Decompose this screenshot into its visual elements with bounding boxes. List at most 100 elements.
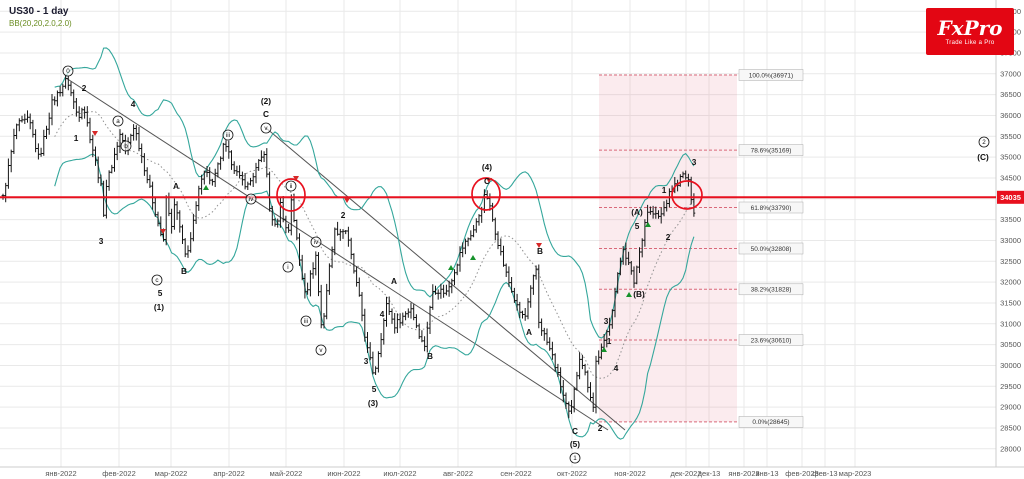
wave-labels: 021ab43ABc5(1)iiiiv(2)Cviiiiiiivv2345(3)… [62,65,990,464]
wave-label: B [427,351,433,361]
wave-label: 3 [99,236,104,246]
wave-label: v [319,347,323,354]
wave-label: 3 [364,356,369,366]
wave-label: (3) [368,398,378,408]
sell-signal-arrow-icon [486,178,492,183]
time-tick: май-2022 [270,469,303,478]
wave-label: 5 [635,221,640,231]
wave-label: (C) [977,152,989,162]
wave-label: 1 [74,133,79,143]
resistance-price-label: 34035 [1000,193,1021,202]
time-tick: янв-13 [755,469,778,478]
wave-label: C [484,176,490,186]
price-tick: 30500 [1000,340,1021,349]
buy-signal-arrow-icon [470,255,476,260]
price-axis: 3850038000375003700036500360003550035000… [1000,7,1021,453]
fib-label-box [738,144,804,156]
wave-label: A [173,181,179,191]
price-tick: 32500 [1000,257,1021,266]
bb-middle-band [54,111,695,379]
wave-label: (4) [482,162,492,172]
time-tick: фев-2023 [785,469,819,478]
price-tick: 36500 [1000,90,1021,99]
time-tick: мар-2023 [839,469,872,478]
wave-label-circle [310,236,322,248]
time-tick: янв-2023 [728,469,759,478]
wave-label-circle [282,261,294,273]
wave-label-circle [245,193,257,205]
price-tick: 34500 [1000,174,1021,183]
buy-signal-arrow-icon [626,292,632,297]
fib-label: 23.6%(30610) [751,337,792,344]
wave-label-circle [120,140,132,152]
buy-signal-arrow-icon [203,185,209,190]
bollinger-layer [54,47,695,440]
price-tick: 33500 [1000,215,1021,224]
time-tick: июл-2022 [383,469,416,478]
wave-label-circle [62,65,74,77]
fib-label: 0.0%(28645) [752,419,789,426]
wave-label: 5 [158,288,163,298]
price-tick: 36000 [1000,111,1021,120]
price-tick: 33000 [1000,236,1021,245]
trendline [265,127,626,431]
price-tick: 37000 [1000,69,1021,78]
price-tick: 35000 [1000,153,1021,162]
time-tick: янв-2022 [45,469,76,478]
wave-label-circle [112,115,124,127]
fib-label-box [738,242,804,255]
resistance-line: 34035 [0,190,1024,204]
resistance-touch-circle [671,180,703,210]
time-tick: апр-2022 [213,469,245,478]
wave-label-circle [260,122,272,134]
time-tick: фев-13 [812,469,837,478]
fib-label-box [738,334,804,346]
wave-label: 3 [692,157,697,167]
bb-upper-band [54,47,695,339]
wave-label: iv [314,239,319,246]
grid-layer [0,0,1024,468]
sell-signal-arrow-icon [92,131,98,136]
time-tick: фев-2022 [102,469,136,478]
fib-label: 38.2%(31828) [751,287,792,294]
price-tick: 31000 [1000,319,1021,328]
wave-label: (B) [633,289,645,299]
wave-label: iii [226,132,230,139]
wave-label-circle [315,344,327,356]
fib-retracement: 100.0%(36971)78.6%(35169)61.8%(33790)50.… [599,69,804,428]
time-tick: сен-2022 [500,469,531,478]
wave-label: A [391,276,397,286]
candlesticks [1,75,696,419]
sell-signal-arrow-icon [536,243,542,248]
fib-label: 61.8%(33790) [751,205,792,212]
wave-label: iv [249,196,254,203]
wave-label: 1 [607,336,612,346]
wave-label: 5 [372,384,377,394]
trendline [65,77,609,431]
buy-signal-arrow-icon [645,222,651,227]
price-tick: 28500 [1000,424,1021,433]
wave-label: 0 [66,68,70,75]
price-tick: 29500 [1000,382,1021,391]
fib-label: 100.0%(36971) [749,72,793,79]
buy-signal-arrow-icon [601,347,607,352]
wave-label: 4 [614,363,619,373]
wave-label: 2 [982,139,986,146]
wave-label: iii [304,318,308,325]
price-tick: 28000 [1000,444,1021,453]
resistance-price-badge [997,190,1024,204]
wave-label: A [526,327,532,337]
wave-label: 3 [604,316,609,326]
sell-signal-arrow-icon [344,198,350,203]
price-tick: 32000 [1000,278,1021,287]
fib-label-box [738,69,804,81]
wave-label: (A) [631,207,643,217]
fxpro-logo: FxPro Trade Like a Pro [926,8,1014,55]
wave-label: B [181,266,187,276]
fib-label-box [738,201,804,214]
price-tick: 31500 [1000,299,1021,308]
fxpro-logo-tagline: Trade Like a Pro [945,39,995,46]
time-tick: дек-2022 [670,469,701,478]
trendlines-layer [65,77,626,431]
